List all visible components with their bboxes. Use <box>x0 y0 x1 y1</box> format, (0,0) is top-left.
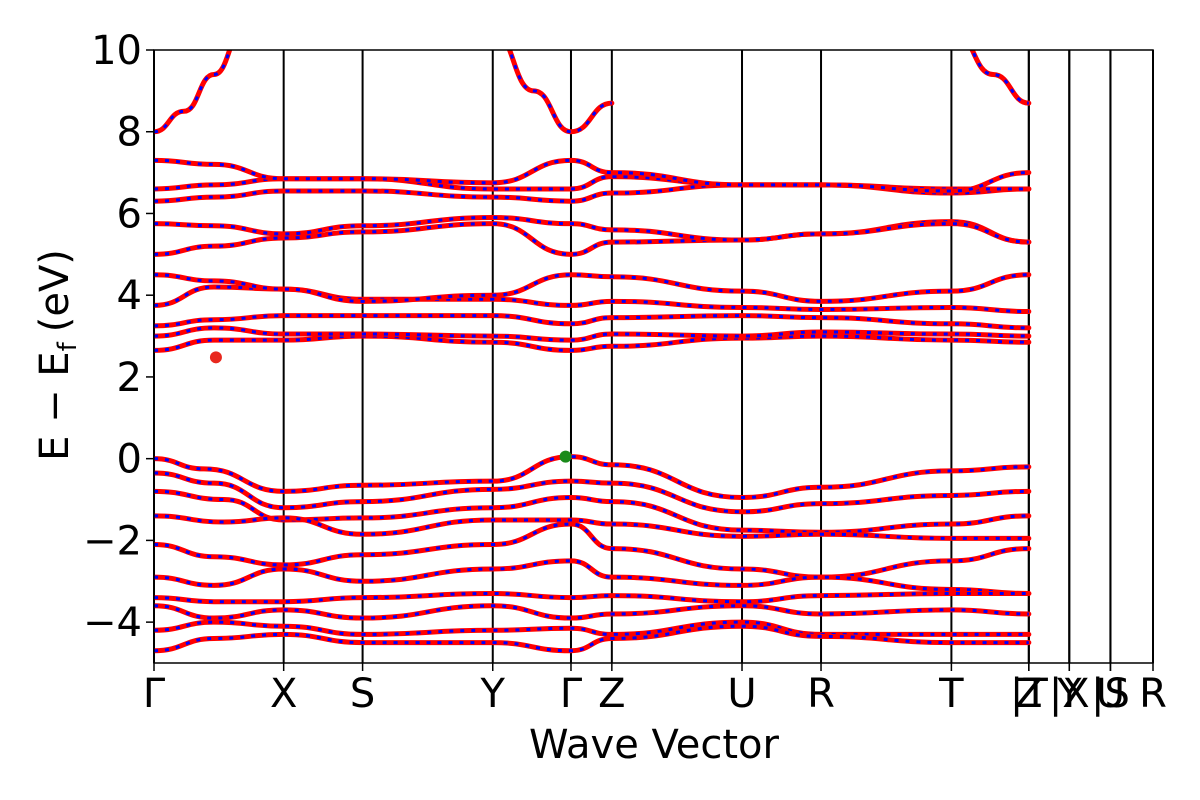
band-line-spin-down <box>154 455 1029 499</box>
plot-frame <box>153 49 1154 664</box>
band-lines <box>154 50 1032 654</box>
band-line-spin-up <box>154 157 1032 194</box>
band-line-spin-down <box>154 489 1029 534</box>
y-tick-label: 10 <box>91 28 142 74</box>
x-tick-label: U <box>727 671 756 717</box>
y-tick-label: −4 <box>83 600 142 646</box>
band-line-spin-up <box>154 521 1032 580</box>
band-line-spin-down <box>154 273 1029 303</box>
x-tick-label: Z <box>598 671 625 717</box>
x-tick-label: Z <box>1015 671 1042 717</box>
band-line-spin-down <box>154 50 232 134</box>
x-tick-label: U <box>1096 671 1125 717</box>
y-tick-label: 0 <box>117 437 142 483</box>
band-line-spin-up <box>154 558 1032 597</box>
x-tick-label: |S <box>1091 671 1130 717</box>
x-tick-label: |T <box>1010 671 1048 717</box>
y-axis-title-subscript: f <box>53 341 83 351</box>
x-tick-label: |X <box>1049 671 1090 717</box>
band-line-spin-down <box>154 514 1029 540</box>
band-line-spin-down <box>154 314 1029 330</box>
kpoint-lines <box>153 50 1154 663</box>
band-line-spin-down <box>154 334 1029 352</box>
band-line-spin-down <box>154 604 1029 620</box>
y-axis-title-main: E − E <box>32 351 78 461</box>
vbm-marker <box>559 450 572 463</box>
cbm-marker <box>209 351 222 364</box>
y-tick-label: 4 <box>117 273 142 319</box>
band-line-spin-down <box>154 592 1029 604</box>
band-line-spin-down <box>154 216 1029 244</box>
y-tick-label: −2 <box>83 518 142 564</box>
x-tick-label: Γ <box>560 671 583 717</box>
y-axis-title-unit: (eV) <box>32 249 78 332</box>
y-tick-label: 8 <box>117 110 142 156</box>
band-line-spin-down <box>508 50 613 134</box>
band-line-spin-down <box>154 175 1029 191</box>
x-tick-label: Γ <box>143 671 166 717</box>
y-tick-label: 6 <box>117 191 142 237</box>
x-tick-label: T <box>938 671 964 717</box>
x-tick-label: Y <box>480 671 506 717</box>
x-tick-label: Y <box>1056 671 1082 717</box>
x-tick-label: R <box>807 671 835 717</box>
x-tick-label: X <box>270 671 297 717</box>
band-line-spin-down <box>154 326 1029 342</box>
extrema-markers <box>209 351 572 463</box>
band-line-spin-down <box>154 285 1029 314</box>
band-line-spin-down <box>154 624 1029 653</box>
x-tick-label: R <box>1139 671 1167 717</box>
band-line-spin-down <box>154 471 1029 514</box>
x-tick-label: S <box>350 671 375 717</box>
x-axis-title: Wave Vector <box>529 722 780 768</box>
band-line-spin-down <box>154 620 1029 636</box>
y-tick-label: 2 <box>117 355 142 401</box>
band-line-spin-up <box>969 50 1032 106</box>
x-axis: Γ X S Y Γ Z U R T Z|T Y|X U|S R <box>143 663 1167 717</box>
y-axis-title: E − Ef (eV) <box>32 249 83 461</box>
y-axis: −4 −2 0 2 4 6 8 10 <box>83 28 154 646</box>
